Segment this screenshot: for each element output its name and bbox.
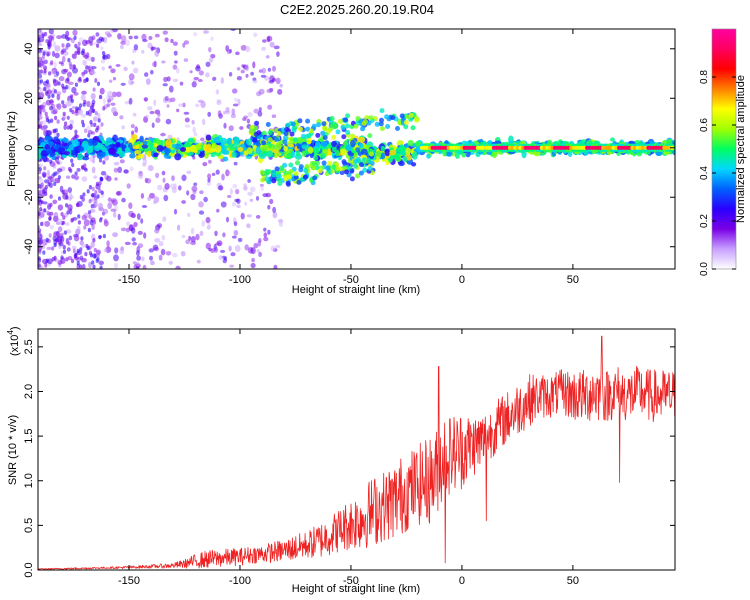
spectrogram-x-tick-label: -150 xyxy=(118,274,140,286)
spectrogram-xlabel: Height of straight line (km) xyxy=(292,284,420,296)
colorbar: 0.0 0.2 0.4 0.6 0.8 Normalized spectral ampl… xyxy=(699,28,747,276)
spectrogram-y-tick-label: 0 xyxy=(23,145,35,151)
snr-multiplier-exp: 4 xyxy=(6,330,15,335)
colorbar-frame xyxy=(711,28,737,270)
snr-y-tick-label: 0.5 xyxy=(23,518,35,533)
colorbar-gradient xyxy=(712,29,736,269)
spectrogram-frame xyxy=(37,28,676,270)
snr-x-tick-label: 0 xyxy=(459,575,465,587)
snr-ylabel: SNR (10 * v/v) xyxy=(7,415,19,485)
spectrogram-ylabel: Frequency (Hz) xyxy=(6,111,18,187)
snr-y-tick-label: 2.0 xyxy=(23,384,35,399)
snr-y-tick-label: 2.5 xyxy=(23,339,35,354)
colorbar-ticks: 0.0 0.2 0.4 0.6 0.8 xyxy=(699,70,736,276)
snr-y-tick-label: 0.0 xyxy=(23,562,35,577)
snr-panel: -150 -100 -50 0 50 0.0 0.5 1.0 1.5 2.0 2.5 Height … xyxy=(6,326,676,595)
colorbar-tick-label: 0.6 xyxy=(699,118,710,132)
colorbar-tick-label: 0.8 xyxy=(699,70,710,84)
spectrogram-x-tick-label: 50 xyxy=(567,274,579,286)
snr-xlabel: Height of straight line (km) xyxy=(292,583,420,595)
colorbar-tick-label: 0.2 xyxy=(699,214,710,228)
snr-ticks: -150 -100 -50 0 50 0.0 0.5 1.0 1.5 2.0 2.5 xyxy=(23,329,675,587)
snr-plot-area xyxy=(38,329,675,570)
spectrogram-y-tick-label: -20 xyxy=(23,189,35,205)
colorbar-tick-label: 0.0 xyxy=(699,262,710,276)
snr-multiplier-close: ) xyxy=(9,326,21,330)
spectrogram-ticks: -150 -100 -50 0 50 -40 -20 0 20 40 xyxy=(23,29,675,286)
snr-x-tick-label: -150 xyxy=(118,575,140,587)
colorbar-label: Normalized spectral amplitude xyxy=(735,75,747,223)
snr-x-tick-label: 50 xyxy=(567,575,579,587)
snr-x-tick-label: -100 xyxy=(229,575,251,587)
snr-frame xyxy=(37,328,676,571)
svg-text:(x104): (x104) xyxy=(6,326,21,356)
snr-y-tick-label: 1.0 xyxy=(23,473,35,488)
snr-multiplier: (x104) xyxy=(6,326,21,356)
spectrogram-x-tick-label: 0 xyxy=(459,274,465,286)
figure-title: C2E2.2025.260.20.19.R04 xyxy=(280,2,434,17)
snr-x-tick-label: -50 xyxy=(343,575,359,587)
snr-y-tick-label: 1.5 xyxy=(23,428,35,443)
spectrogram-y-tick-label: 40 xyxy=(23,43,35,55)
spectrogram-x-tick-label: -50 xyxy=(343,274,359,286)
snr-multiplier-base: (x10 xyxy=(9,335,21,356)
spectrogram-heatmap xyxy=(38,29,675,269)
snr-series-line xyxy=(38,335,675,570)
spectrogram-y-tick-label: -40 xyxy=(23,239,35,255)
spectrogram-x-tick-label: -100 xyxy=(229,274,251,286)
colorbar-tick-label: 0.4 xyxy=(699,166,710,180)
spectrogram-y-tick-label: 20 xyxy=(23,92,35,104)
spectrogram-panel: -150 -100 -50 0 50 -40 -20 0 20 40 Height of stra… xyxy=(6,28,676,296)
